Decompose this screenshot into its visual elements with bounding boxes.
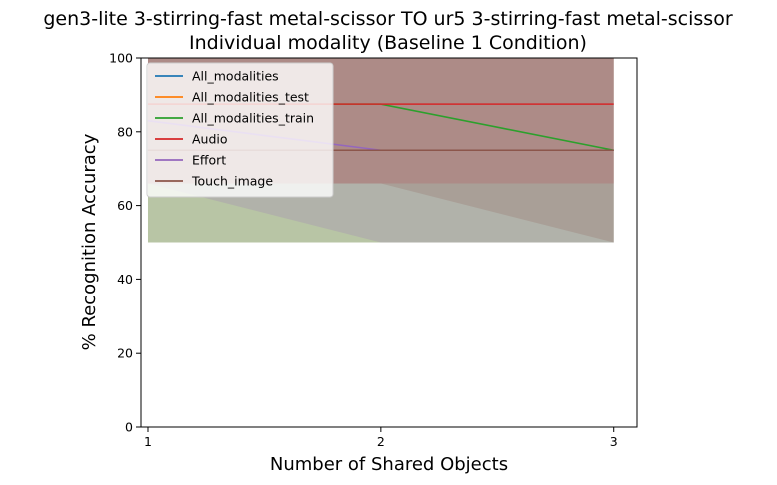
y-axis-label: % Recognition Accuracy [79,133,100,350]
y-tick-label: 40 [117,272,133,287]
y-axis-ticks: 0 20 40 60 80 100 [109,51,141,435]
y-tick-label: 20 [117,346,133,361]
x-tick-label: 2 [377,434,385,449]
legend-entry: Audio [192,132,228,147]
y-tick-label: 100 [109,51,133,66]
legend-box [146,62,334,198]
plot-frame [140,57,638,428]
legend-entry: All_modalities [192,69,279,84]
legend-entry: All_modalities_test [192,90,309,105]
chart-subtitle: Individual modality (Baseline 1 Conditio… [189,32,587,54]
y-tick-label: 0 [125,420,133,435]
x-axis-label: Number of Shared Objects [270,454,508,475]
x-tick-label: 1 [144,434,152,449]
legend-entry: Touch_image [191,174,273,189]
y-tick-label: 80 [117,124,133,139]
legend-entry: Effort [192,153,226,168]
y-tick-label: 60 [117,198,133,213]
x-axis-ticks: 1 2 3 [144,427,618,449]
legend-entry: All_modalities_train [192,111,314,126]
chart-title: gen3-lite 3-stirring-fast metal-scissor … [43,8,732,30]
legend: All_modalities All_modalities_test All_mod… [146,62,334,198]
x-tick-label: 3 [610,434,618,449]
